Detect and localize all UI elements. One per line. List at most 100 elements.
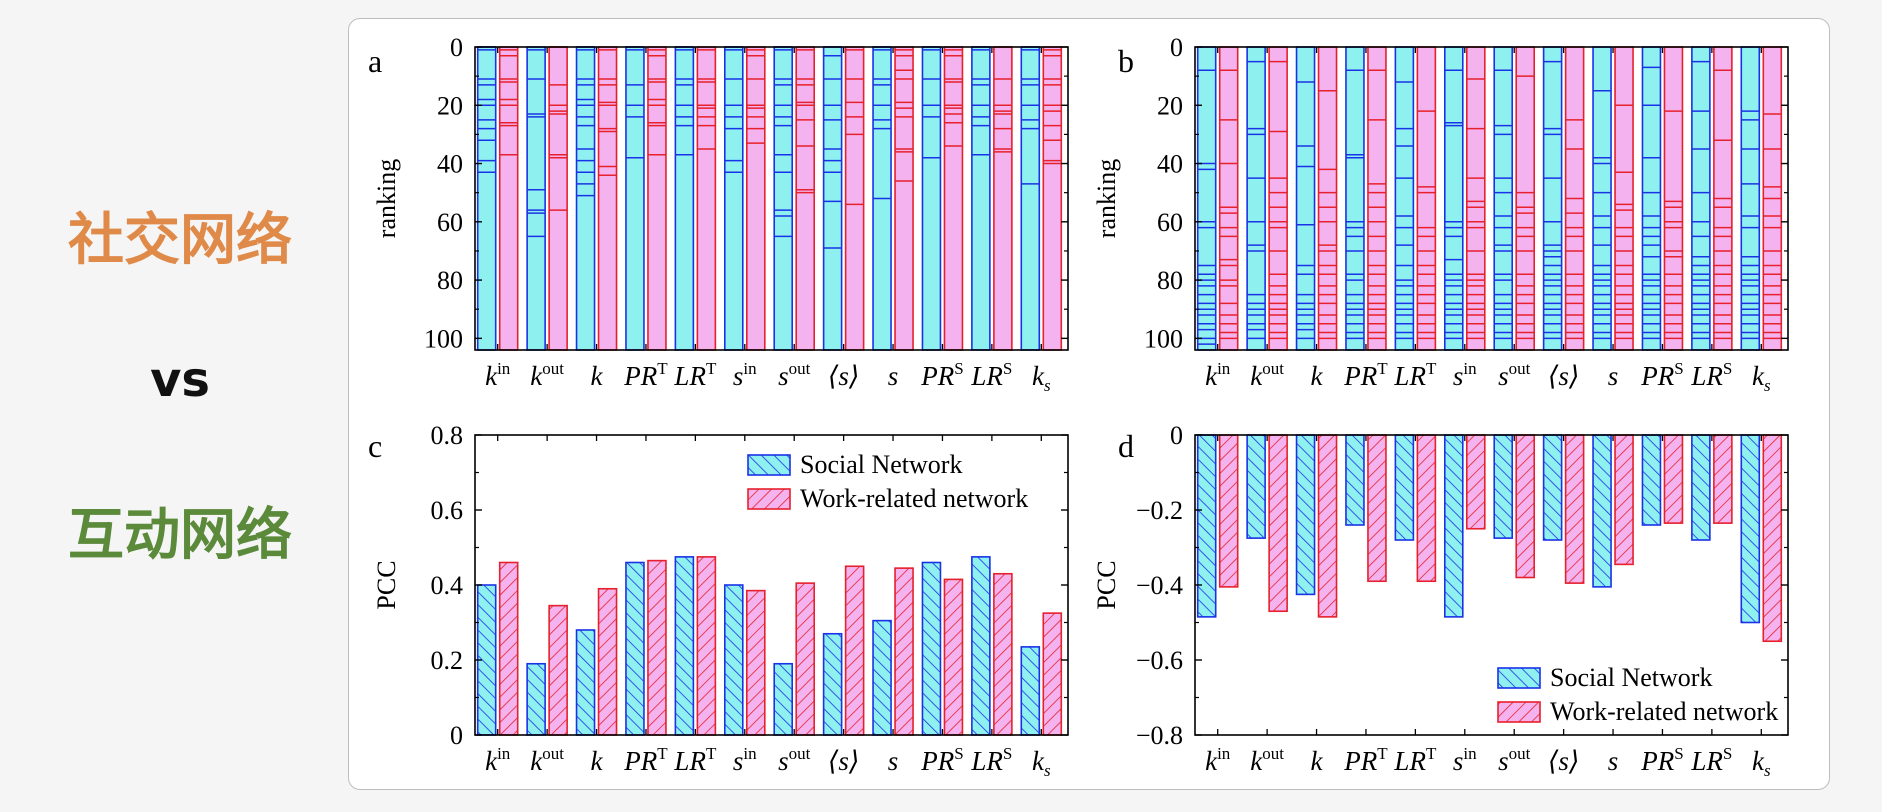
panel-letter-c: c	[368, 428, 382, 464]
legend-label-d-1: Work-related network	[1550, 697, 1778, 726]
xtick-label-b-0: kin	[1205, 359, 1231, 391]
bar-social-b-11	[1740, 46, 1761, 351]
bar-work-b-5	[1465, 46, 1486, 351]
xtick-label-a-4: LRT	[673, 359, 717, 391]
bar-work-d-1	[1268, 434, 1288, 613]
bar-social-c-5	[723, 584, 744, 736]
bar-work-c-8	[894, 567, 914, 736]
ytick-label-b-1: 20	[1157, 91, 1183, 120]
panel-d: d Social Network Work-related network 0 −0.2…	[1092, 421, 1789, 780]
xtick-label-d-3: PRT	[1343, 744, 1388, 776]
bar-social-b-9	[1641, 46, 1662, 351]
bar-social-d-7	[1542, 434, 1563, 541]
bar-social-d-0	[1196, 434, 1217, 618]
bar-social-d-3	[1345, 434, 1365, 526]
xtick-label-b-3: PRT	[1343, 359, 1388, 391]
xtick-label-a-2: k	[591, 361, 604, 391]
xtick-label-a-10: LRS	[970, 359, 1012, 391]
bar-social-a-10	[971, 46, 991, 351]
bar-social-d-8	[1592, 434, 1612, 588]
legend-swatch-c-0	[747, 454, 791, 476]
panel-letter-a: a	[368, 43, 382, 79]
ytick-label-c-4: 0.8	[431, 421, 464, 450]
legend-swatch-d-1	[1497, 701, 1541, 723]
xtick-label-c-9: PRS	[920, 744, 963, 776]
xtick-label-a-6: sout	[778, 359, 811, 391]
bar-work-c-5	[745, 589, 766, 736]
xtick-label-d-11: ks	[1752, 746, 1771, 780]
panel-a: a 0 20 40 60 80 100 kin kout k PRT LRT sin sout ⟨s⟩ s PR…	[368, 33, 1069, 395]
bar-work-c-11	[1042, 612, 1063, 736]
bar-social-d-2	[1295, 434, 1316, 596]
legend-label-d-0: Social Network	[1550, 663, 1712, 692]
bar-social-b-0	[1196, 46, 1217, 351]
ytick-label-d-4: −0.8	[1136, 721, 1183, 750]
xtick-label-c-6: sout	[778, 744, 811, 776]
bar-work-a-1	[548, 46, 568, 351]
xtick-label-d-6: sout	[1498, 744, 1531, 776]
xtick-label-d-10: LRS	[1690, 744, 1732, 776]
ytick-label-b-5: 100	[1144, 324, 1183, 353]
xtick-label-a-0: kin	[485, 359, 511, 391]
ytick-label-d-0: 0	[1170, 421, 1183, 450]
bar-social-b-4	[1394, 46, 1415, 351]
bar-social-d-4	[1394, 434, 1415, 541]
bar-work-a-0	[498, 46, 519, 351]
bar-work-c-6	[795, 582, 816, 736]
bar-work-a-6	[795, 46, 816, 351]
bar-social-b-7	[1542, 46, 1563, 351]
xtick-label-b-1: kout	[1250, 359, 1284, 391]
bar-social-b-1	[1246, 46, 1266, 351]
legend-label-c-1: Work-related network	[800, 484, 1028, 513]
ylabel-b: ranking	[1092, 159, 1121, 238]
xtick-label-a-9: PRS	[920, 359, 963, 391]
xtick-label-d-5: sin	[1453, 744, 1477, 776]
bar-social-c-8	[872, 619, 892, 736]
xtick-label-d-2: k	[1311, 746, 1324, 776]
ylabel-d: PCC	[1092, 560, 1121, 609]
bar-social-c-11	[1020, 646, 1041, 736]
xtick-label-c-4: LRT	[673, 744, 717, 776]
bar-work-a-2	[597, 46, 618, 351]
ytick-label-b-4: 80	[1157, 266, 1183, 295]
bar-social-b-6	[1493, 46, 1514, 351]
bar-work-b-1	[1268, 46, 1288, 351]
xtick-label-c-10: LRS	[970, 744, 1012, 776]
bar-social-a-11	[1020, 46, 1041, 351]
ytick-label-c-0: 0	[450, 721, 463, 750]
bar-social-a-7	[822, 46, 843, 351]
panel-c: c Social Network Work-related network 0 0.2 0…	[368, 421, 1069, 780]
ytick-label-c-3: 0.6	[431, 496, 464, 525]
xtick-label-c-11: ks	[1032, 746, 1051, 780]
bar-work-d-3	[1367, 434, 1387, 583]
bar-work-a-4	[696, 46, 717, 351]
bar-social-c-9	[921, 561, 942, 736]
label-interaction-network-cn: 互动网络	[68, 503, 292, 568]
bar-work-a-9	[943, 46, 964, 351]
bar-social-b-3	[1345, 46, 1365, 351]
bar-work-c-2	[597, 587, 618, 736]
bar-social-c-4	[674, 556, 695, 736]
xtick-label-a-7: ⟨s⟩	[828, 361, 860, 391]
bar-social-d-11	[1740, 434, 1761, 624]
bar-work-d-7	[1564, 434, 1585, 584]
ytick-label-c-2: 0.4	[431, 571, 464, 600]
bar-social-d-9	[1641, 434, 1662, 526]
bar-work-d-11	[1762, 434, 1783, 643]
bar-social-c-7	[822, 632, 843, 736]
xtick-label-b-2: k	[1311, 361, 1324, 391]
bar-social-b-8	[1592, 46, 1612, 351]
panel-letter-d: d	[1118, 428, 1134, 464]
bar-work-c-3	[647, 559, 667, 736]
bar-work-b-4	[1416, 46, 1437, 351]
bar-social-a-3	[625, 46, 645, 351]
legend-swatch-c-1	[747, 488, 791, 510]
bar-social-d-1	[1246, 434, 1266, 539]
bar-social-d-5	[1443, 434, 1464, 618]
bar-social-b-10	[1691, 46, 1711, 351]
bar-work-a-7	[844, 46, 865, 351]
ytick-label-a-1: 20	[437, 91, 463, 120]
bar-work-b-6	[1515, 46, 1536, 351]
ytick-label-d-2: −0.4	[1136, 571, 1183, 600]
